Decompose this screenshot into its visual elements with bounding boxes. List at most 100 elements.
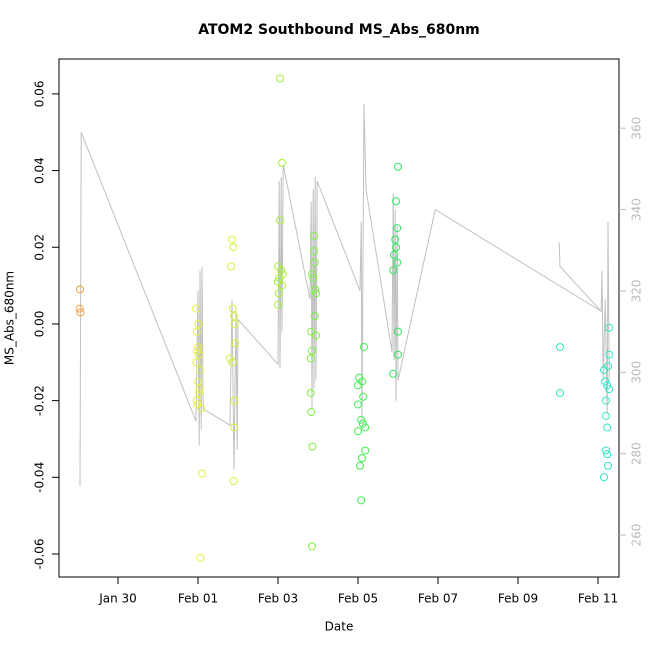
point xyxy=(274,289,283,298)
x-tick-label: Feb 11 xyxy=(578,592,618,606)
x-tick-label: Feb 07 xyxy=(418,592,458,606)
y2-tick-label: 360 xyxy=(630,117,644,140)
point xyxy=(196,365,204,374)
point xyxy=(309,273,318,282)
point xyxy=(603,423,612,432)
point xyxy=(194,377,202,386)
x-tick-label: Feb 03 xyxy=(258,592,298,606)
point xyxy=(390,250,398,259)
point xyxy=(230,312,238,321)
point xyxy=(361,446,370,455)
point xyxy=(604,461,612,470)
y-tick-label: 0.00 xyxy=(33,311,47,338)
point xyxy=(227,262,236,271)
point xyxy=(604,362,612,371)
point xyxy=(274,300,282,309)
point xyxy=(228,358,237,367)
point xyxy=(276,216,284,225)
point xyxy=(196,553,205,562)
x-tick-label: Feb 05 xyxy=(338,592,378,606)
chart-title: ATOM2 Southbound MS_Abs_680nm xyxy=(198,22,480,38)
y-axis-label: MS_Abs_680nm xyxy=(3,271,17,365)
point xyxy=(310,258,319,267)
y2-tick-label: 340 xyxy=(630,198,644,221)
point xyxy=(278,158,286,167)
x-tick-label: Feb 09 xyxy=(498,592,538,606)
y-tick-label: 0.06 xyxy=(33,81,47,108)
point xyxy=(275,273,284,282)
point xyxy=(358,454,366,463)
point xyxy=(391,235,400,244)
point xyxy=(311,285,320,294)
point xyxy=(306,388,315,397)
point xyxy=(198,469,206,478)
point xyxy=(278,281,286,290)
x-tick-label: Feb 01 xyxy=(178,592,218,606)
point xyxy=(230,423,238,432)
point xyxy=(389,369,398,378)
y2-tick-label: 280 xyxy=(630,442,644,465)
y2-tick-label: 300 xyxy=(630,361,644,384)
point xyxy=(600,365,608,374)
point xyxy=(230,396,239,405)
point xyxy=(356,461,364,470)
y-tick-label: -0.06 xyxy=(33,538,47,569)
point xyxy=(231,339,240,348)
point xyxy=(354,381,362,390)
point xyxy=(192,327,201,336)
point xyxy=(310,312,319,321)
point xyxy=(194,319,203,328)
point xyxy=(603,381,612,390)
point xyxy=(230,319,239,328)
point xyxy=(308,542,316,551)
point xyxy=(360,342,368,351)
y-tick-label: -0.04 xyxy=(33,462,47,493)
point xyxy=(601,377,610,386)
point xyxy=(307,327,316,336)
point xyxy=(357,496,366,505)
point xyxy=(394,327,402,336)
point xyxy=(393,258,402,267)
point xyxy=(605,350,614,359)
y-tick-label: -0.02 xyxy=(33,385,47,416)
point xyxy=(602,396,610,405)
point xyxy=(308,442,317,451)
x-axis-label: Date xyxy=(325,620,354,634)
plot-box xyxy=(58,58,620,578)
x-tick-label: Jan 30 xyxy=(98,592,137,606)
point xyxy=(310,231,318,240)
point xyxy=(354,400,362,409)
point xyxy=(312,331,320,340)
point xyxy=(394,162,402,171)
point xyxy=(393,224,402,233)
point xyxy=(197,404,206,413)
point xyxy=(194,350,203,359)
y-tick-label: 0.02 xyxy=(33,234,47,261)
point xyxy=(76,308,85,317)
point xyxy=(312,289,320,298)
point xyxy=(556,388,564,397)
point xyxy=(194,342,202,351)
point xyxy=(310,247,318,256)
point xyxy=(192,304,200,313)
point xyxy=(392,197,400,206)
point xyxy=(276,74,284,83)
line xyxy=(79,103,610,487)
point xyxy=(192,358,201,367)
point xyxy=(228,304,237,313)
point xyxy=(193,346,202,355)
point xyxy=(605,323,614,332)
point xyxy=(354,427,362,436)
point xyxy=(556,342,564,351)
point xyxy=(361,423,370,432)
y2-tick-label: 320 xyxy=(630,279,644,302)
point xyxy=(357,415,366,424)
point xyxy=(308,270,316,279)
point xyxy=(389,266,398,275)
point xyxy=(306,354,315,363)
point xyxy=(228,235,236,244)
point xyxy=(394,350,402,359)
point xyxy=(603,450,612,459)
point xyxy=(195,388,204,397)
point xyxy=(602,446,610,455)
